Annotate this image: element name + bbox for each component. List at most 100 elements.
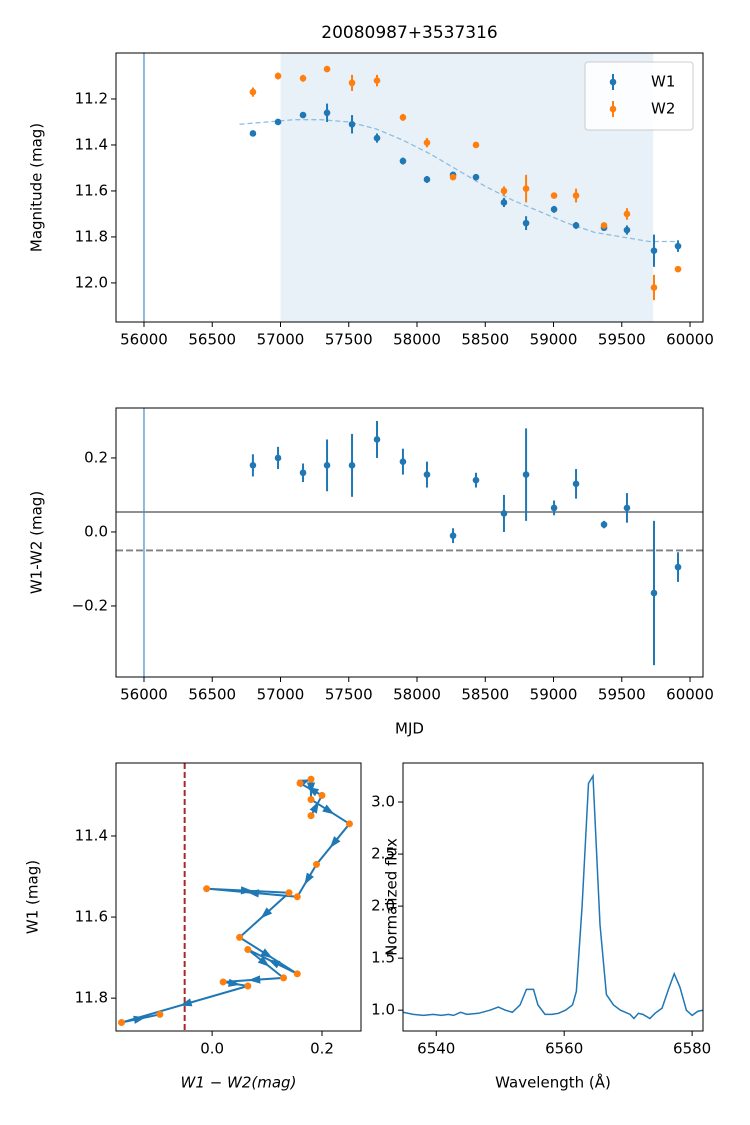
data-point [550,504,558,512]
data-point [399,458,407,465]
data-point [674,563,682,571]
x-tick-label: 60000 [666,331,714,349]
y-tick-label: 2.5 [371,845,395,863]
arrow-head [306,782,316,795]
y-tick-label: 11.4 [75,826,108,844]
arrow-head [179,998,193,1007]
data-point [423,176,431,183]
chart-title: 20080987+3537316 [321,23,497,43]
data-point [307,795,315,803]
data-point [285,889,293,897]
data-point [423,471,431,478]
arrow-head [309,801,319,814]
data-point [650,589,658,597]
axes-frame [115,407,704,678]
legend-label: W2 [651,100,675,118]
data-point [348,462,356,469]
data-point [572,480,580,488]
data-point [244,982,252,990]
data-point [623,504,631,512]
x-tick-label: 56000 [120,686,168,704]
y-axis-label: W1-W2 (mag) [28,491,46,594]
x-tick-label: 6560 [545,1040,583,1058]
y-axis-label: Magnitude (mag) [28,123,46,252]
data-point [156,1010,164,1018]
data-point [500,510,508,517]
axes-frame [402,762,704,1032]
data-point [373,134,381,142]
axes-frame [115,762,362,1032]
data-point [550,206,558,213]
x-tick-label: 59500 [598,331,646,349]
data-point [600,521,608,528]
data-point [219,978,227,986]
data-point [296,779,304,787]
data-point [373,77,381,84]
data-point [572,222,580,229]
data-point [203,885,211,893]
data-point [522,185,530,192]
data-point [293,970,301,978]
x-tick-label: 56000 [120,331,168,349]
data-point [650,247,658,255]
x-tick-label: 58500 [461,686,509,704]
data-point [650,284,658,291]
x-tick-label: 0.2 [310,1040,334,1058]
data-point [318,791,326,799]
data-point [117,1018,125,1026]
y-tick-label: 0.0 [84,522,108,540]
arrow-head [228,978,241,987]
y-tick-label: 11.8 [75,989,108,1007]
x-tick-label: 58000 [393,331,441,349]
arrow-head [240,886,253,895]
legend-swatch [609,78,617,86]
data-point [345,820,353,828]
x-tick-label: 57500 [325,331,373,349]
y-tick-label: 3.0 [371,793,395,811]
data-point [522,219,530,227]
x-axis-label: Wavelength (Å) [495,1073,611,1092]
y-tick-label: 11.6 [75,181,108,199]
x-tick-label: 56500 [188,331,236,349]
data-point [500,187,508,195]
data-point [293,893,301,901]
y-tick-label: −0.2 [72,596,108,614]
arrow-head [260,907,273,919]
data-point [423,139,431,146]
y-tick-label: 12.0 [75,273,108,291]
data-point [274,454,282,462]
data-point [249,462,257,469]
data-point [348,120,356,128]
arrow-head [248,975,261,984]
x-tick-label: 59000 [530,686,578,704]
x-tick-label: 58500 [461,331,509,349]
y-tick-label: 11.4 [75,135,108,153]
x-tick-label: 57000 [257,686,305,704]
data-point [323,109,331,117]
x-tick-label: 56500 [188,686,236,704]
data-point [299,74,307,82]
data-point [472,476,480,484]
x-tick-label: 59000 [530,331,578,349]
x-axis-label: MJD [395,720,424,738]
y-tick-label: 11.6 [75,908,108,926]
data-point [522,471,530,478]
arrow-head [268,959,281,969]
y-tick-label: 0.2 [84,448,108,466]
y-axis-label: Normalized flux [383,838,401,956]
x-axis-label: W1 − W2(mag) [181,1074,297,1092]
data-point [500,199,508,206]
data-point [323,65,331,73]
data-point [348,79,356,87]
data-point [550,192,558,199]
arrow-head [133,1015,146,1024]
arrow-head [260,948,273,959]
x-tick-label: 58000 [393,686,441,704]
data-point [449,532,457,539]
data-point [674,242,682,250]
x-tick-label: 60000 [666,686,714,704]
data-point [572,192,580,199]
x-tick-label: 6540 [417,1040,455,1058]
x-tick-label: 6580 [673,1040,711,1058]
